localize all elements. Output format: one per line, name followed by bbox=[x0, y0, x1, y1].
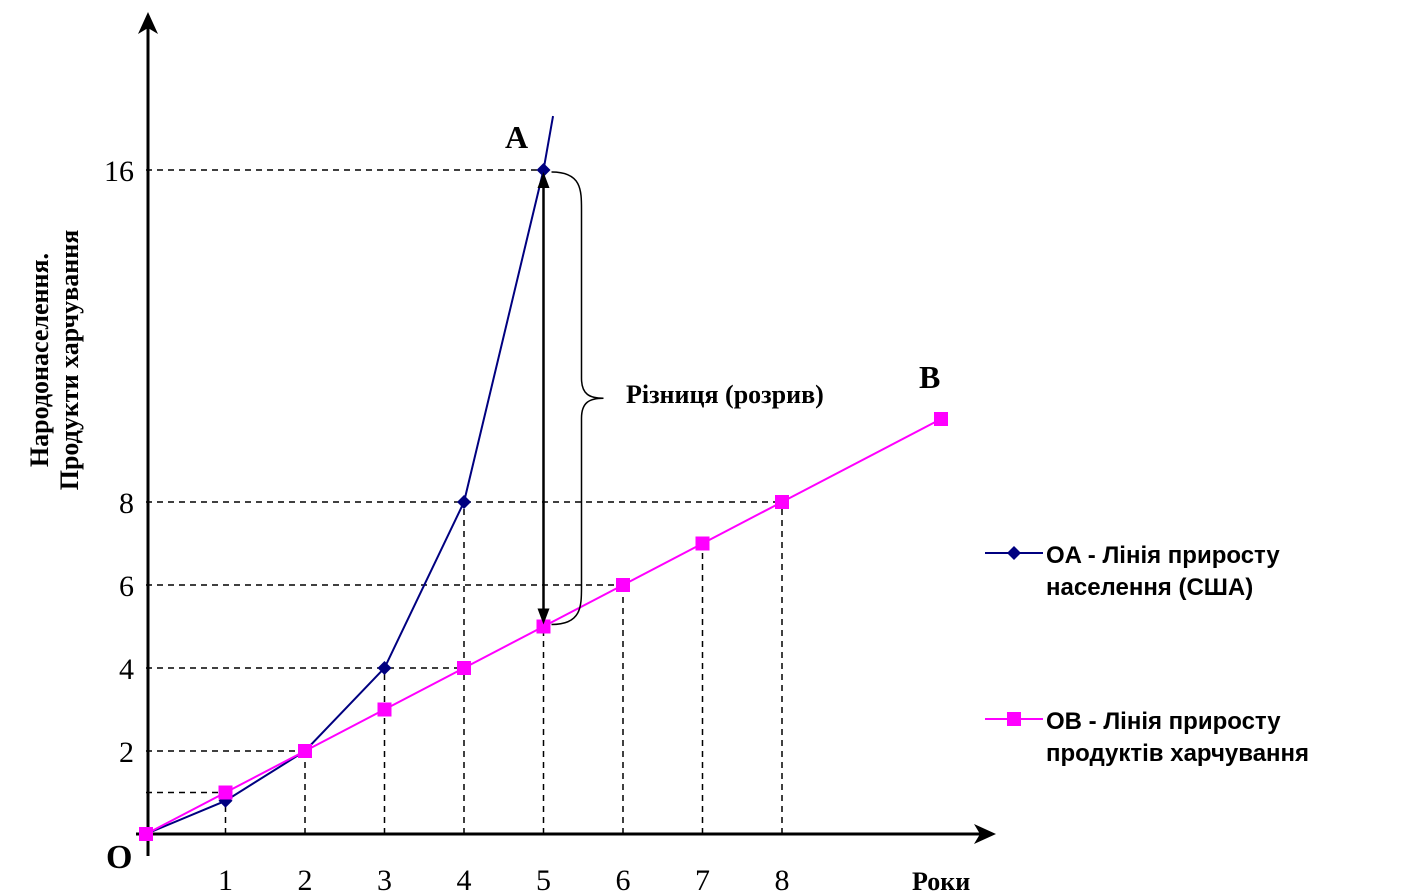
gap-annotation bbox=[537, 171, 604, 626]
gap-brace bbox=[551, 171, 604, 626]
series-1-point-6 bbox=[616, 578, 630, 592]
y-tick-label-4: 4 bbox=[119, 653, 134, 686]
legend-item-ob: OB - Лінія приросту продуктів харчування bbox=[985, 708, 1309, 767]
legend: OA - Лінія приросту населення (США) OB -… bbox=[985, 542, 1309, 767]
x-tick-label-7: 7 bbox=[695, 864, 710, 896]
y-axis-title-line2: Продукти харчування bbox=[55, 230, 84, 491]
x-tick-label-5: 5 bbox=[536, 864, 551, 896]
series-0-point-4 bbox=[457, 495, 471, 509]
x-tick-label-3: 3 bbox=[377, 864, 392, 896]
series-1-point-3 bbox=[377, 702, 392, 717]
legend-ob-swatch-marker bbox=[1007, 712, 1021, 726]
series-0-point-5 bbox=[536, 163, 551, 177]
gap-arrow-head-bottom bbox=[537, 608, 550, 625]
gap-annotation-label: Різниця (розрив) bbox=[626, 380, 824, 409]
series-line-1 bbox=[145, 418, 942, 835]
series-layer bbox=[139, 115, 948, 841]
legend-oa-swatch-marker bbox=[1007, 546, 1021, 560]
origin-label: O bbox=[106, 839, 132, 876]
y-axis-title-line1: Народонаселення. bbox=[25, 253, 54, 467]
series-1-point-2 bbox=[298, 744, 312, 758]
series-b-end-label: B bbox=[919, 359, 940, 395]
series-1-point-5 bbox=[536, 619, 551, 634]
x-tick-label-2: 2 bbox=[298, 864, 313, 896]
legend-oa-label-line1: OA - Лінія приросту bbox=[1046, 542, 1280, 569]
legend-oa-label-line2: населення (США) bbox=[1046, 574, 1253, 601]
y-axis-title: Народонаселення. Продукти харчування bbox=[25, 230, 84, 491]
series-line-0 bbox=[145, 115, 555, 835]
x-axis-arrow bbox=[974, 824, 996, 844]
y-axis-arrow bbox=[138, 12, 158, 34]
series-a-end-label: A bbox=[505, 119, 528, 155]
series-1-point-10 bbox=[934, 412, 948, 426]
y-tick-label-2: 2 bbox=[119, 736, 134, 769]
series-1-point-1 bbox=[218, 785, 233, 800]
legend-item-oa: OA - Лінія приросту населення (США) bbox=[985, 542, 1280, 601]
series-1-point-4 bbox=[457, 661, 471, 675]
x-tick-label-8: 8 bbox=[775, 864, 790, 896]
series-0-point-3 bbox=[377, 661, 392, 675]
series-1-point-0 bbox=[139, 827, 153, 841]
tick-labels: 1 2 3 4 5 6 7 8 2 4 6 8 16 bbox=[104, 155, 790, 896]
series-1-point-7 bbox=[695, 536, 710, 551]
legend-ob-label-line1: OB - Лінія приросту bbox=[1046, 708, 1281, 735]
gap-arrow-head-top bbox=[537, 172, 550, 188]
x-tick-label-1: 1 bbox=[218, 864, 233, 896]
y-tick-label-6: 6 bbox=[119, 570, 134, 603]
x-tick-label-4: 4 bbox=[457, 864, 472, 896]
legend-ob-label-line2: продуктів харчування bbox=[1046, 740, 1309, 767]
x-axis-title: Роки bbox=[912, 867, 970, 896]
y-tick-label-8: 8 bbox=[119, 487, 134, 520]
series-1-point-8 bbox=[775, 495, 789, 509]
axes bbox=[136, 12, 996, 856]
x-tick-label-6: 6 bbox=[616, 864, 631, 896]
y-tick-label-16: 16 bbox=[104, 155, 134, 188]
